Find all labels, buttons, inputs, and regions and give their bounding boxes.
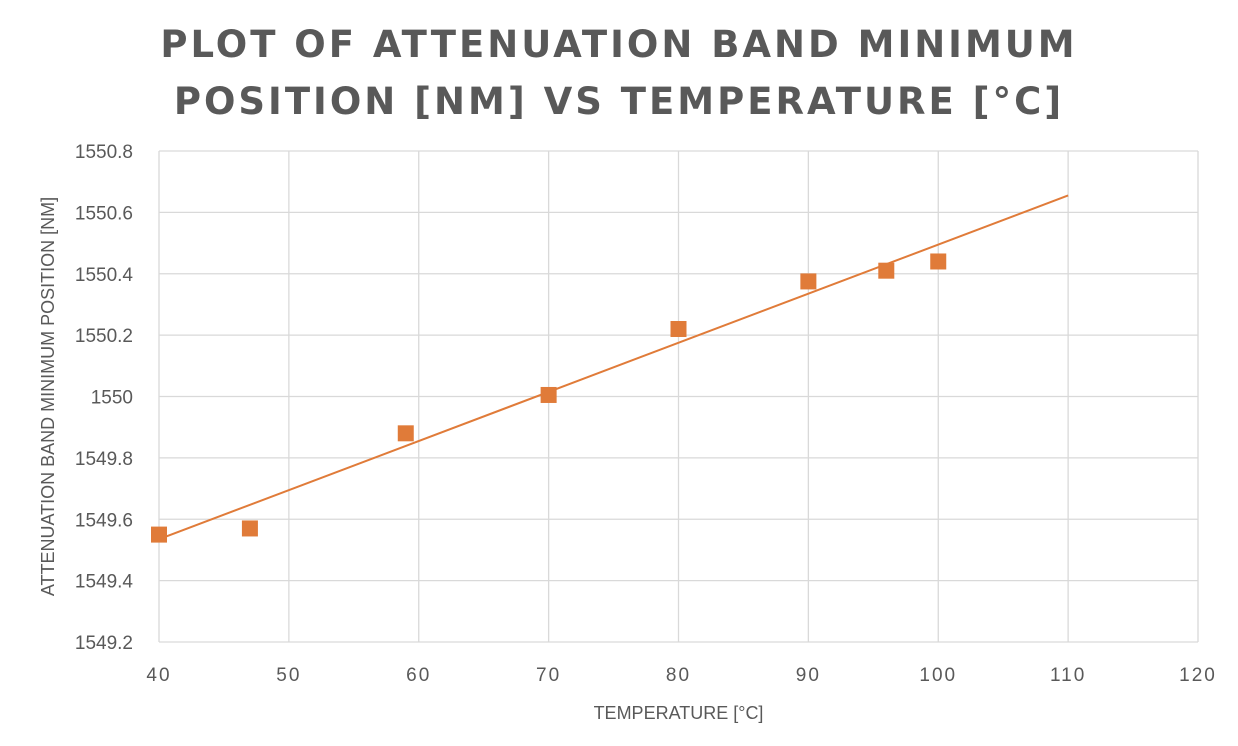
data-point bbox=[800, 273, 817, 290]
chart-title-line-1: PLOT OF ATTENUATION BAND MINIMUM bbox=[160, 23, 1078, 66]
y-tick-label: 1549.8 bbox=[75, 449, 133, 470]
x-axis-label: TEMPERATURE [°C] bbox=[594, 703, 764, 723]
x-tick-label: 50 bbox=[276, 665, 301, 686]
chart-gridlines bbox=[158, 150, 1199, 643]
y-tick-label: 1550 bbox=[91, 388, 133, 409]
data-point bbox=[151, 526, 167, 543]
x-tick-label: 100 bbox=[919, 665, 957, 686]
y-tick-label: 1550.2 bbox=[75, 326, 133, 347]
x-tick-label: 80 bbox=[666, 665, 691, 686]
trendline-group bbox=[158, 194, 1069, 541]
x-axis-ticks: 40 50 60 70 80 90 100 110 120 bbox=[146, 665, 1217, 686]
data-point bbox=[930, 253, 947, 270]
data-points bbox=[151, 253, 947, 543]
y-tick-label: 1550.8 bbox=[75, 142, 133, 163]
x-tick-label: 40 bbox=[146, 665, 171, 686]
y-tick-label: 1549.6 bbox=[75, 510, 133, 531]
x-tick-label: 120 bbox=[1179, 665, 1217, 686]
x-tick-label: 70 bbox=[536, 665, 561, 686]
x-tick-label: 110 bbox=[1050, 665, 1086, 686]
y-axis-ticks: 1549.2 1549.4 1549.6 1549.8 1550 1550.2 1550.4… bbox=[75, 142, 134, 654]
y-tick-label: 1549.2 bbox=[75, 633, 133, 654]
y-axis-label: ATTENUATION BAND MINIMUM POSITION [NM] bbox=[38, 197, 58, 596]
chart-title: PLOT OF ATTENUATION BAND MINIMUM POSITIO… bbox=[0, 16, 1238, 130]
data-point bbox=[878, 262, 895, 279]
y-tick-label: 1550.4 bbox=[75, 265, 134, 286]
data-point bbox=[397, 425, 414, 442]
data-point bbox=[241, 520, 258, 537]
data-point bbox=[670, 320, 687, 337]
linear-trendline bbox=[158, 194, 1069, 541]
x-tick-label: 90 bbox=[796, 665, 821, 686]
y-tick-label: 1549.4 bbox=[75, 572, 134, 593]
y-tick-label: 1550.6 bbox=[75, 203, 133, 224]
data-point bbox=[540, 386, 557, 403]
x-tick-label: 60 bbox=[406, 665, 431, 686]
chart-title-line-2: POSITION [NM] VS TEMPERATURE [°C] bbox=[173, 80, 1065, 123]
